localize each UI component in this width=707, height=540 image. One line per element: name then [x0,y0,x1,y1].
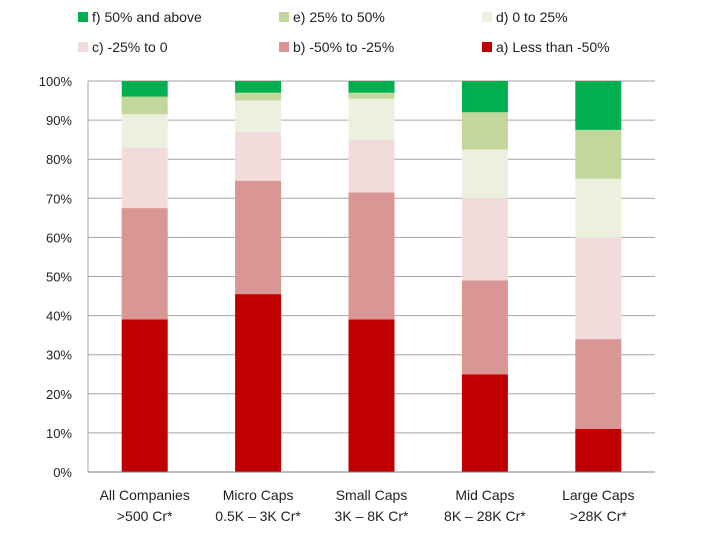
x-tick-label: All Companies [100,487,190,503]
bar-segment [235,92,282,101]
x-tick-label: 8K – 28K Cr* [444,508,526,524]
bar-segment [348,81,395,93]
bar-segment [235,294,282,472]
x-tick-label: Mid Caps [455,487,514,503]
bar-segment [348,98,395,140]
bar-segment [235,81,282,93]
bar-segment [121,147,168,209]
y-tick-label: 40% [46,309,72,324]
y-axis: 0% 10% 20% 30% 40% 50% 60% 70% 80% 90% 100% [39,74,89,480]
bar-segment [575,178,622,238]
legend-swatch [78,12,88,22]
bar-segment [575,339,622,429]
legend-swatch [279,12,289,22]
legend-label: f) 50% and above [92,9,202,25]
legend: f) 50% and above e) 25% to 50% d) 0 to 25%… [78,9,610,55]
bar-segment [348,92,395,99]
bar-segment [575,428,622,472]
bar-segment [461,81,508,113]
x-tick-label: 3K – 8K Cr* [335,508,409,524]
bar-segment [461,149,508,199]
bar-segment [348,319,395,472]
bar-segment [121,96,168,115]
legend-swatch [482,42,492,52]
legend-label: e) 25% to 50% [293,9,385,25]
bar-segment [235,131,282,181]
legend-label: d) 0 to 25% [496,9,568,25]
bar-segment [575,129,622,179]
bar-segment [121,208,168,320]
bars [121,81,622,472]
bar-segment [235,100,282,132]
legend-label: a) Less than -50% [496,39,610,55]
y-tick-label: 10% [46,426,72,441]
bar-segment [348,192,395,320]
y-tick-label: 60% [46,230,72,245]
legend-label: b) -50% to -25% [293,39,394,55]
y-tick-label: 0% [53,465,72,480]
x-tick-label: Micro Caps [223,487,294,503]
y-tick-label: 90% [46,113,72,128]
x-tick-label: >500 Cr* [117,508,173,524]
x-tick-label: >28K Cr* [570,508,628,524]
x-tick-label: Large Caps [562,487,634,503]
bar-segment [235,180,282,295]
y-tick-label: 30% [46,348,72,363]
bar-segment [461,374,508,472]
y-tick-label: 50% [46,270,72,285]
y-tick-label: 70% [46,191,72,206]
bar-segment [348,139,395,193]
bar-segment [575,81,622,130]
legend-label: c) -25% to 0 [92,39,168,55]
y-tick-label: 100% [39,74,73,89]
bar-segment [575,237,622,340]
legend-swatch [279,42,289,52]
bar-segment [121,81,168,97]
y-tick-label: 20% [46,387,72,402]
bar-segment [461,280,508,375]
bar-segment [461,198,508,281]
x-tick-label: 0.5K – 3K Cr* [215,508,301,524]
bar-segment [461,112,508,150]
legend-swatch [78,42,88,52]
y-tick-label: 80% [46,152,72,167]
x-tick-label: Small Caps [336,487,408,503]
legend-swatch [482,12,492,22]
bar-segment [121,114,168,148]
bar-segment [121,319,168,472]
x-axis: All Companies >500 Cr* Micro Caps 0.5K – 3K… [88,471,655,524]
